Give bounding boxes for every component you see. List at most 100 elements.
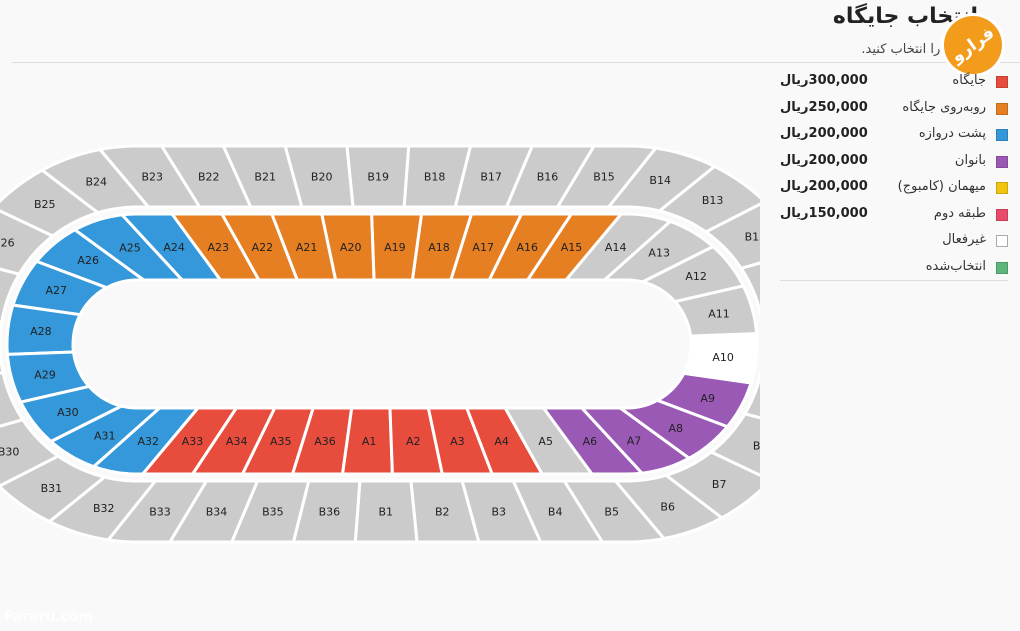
section-label: A22 — [252, 241, 274, 254]
section-b36[interactable] — [291, 479, 362, 544]
section-label: B3 — [492, 506, 507, 519]
section-label: A33 — [182, 435, 204, 448]
section-label: B12 — [745, 231, 760, 244]
section-label: B1 — [379, 506, 394, 519]
section-b28[interactable] — [0, 317, 5, 379]
legend-swatch — [996, 155, 1008, 168]
section-label: A34 — [226, 435, 248, 448]
section-label: B34 — [206, 506, 228, 519]
legend-row-inactive: غیرفعال — [780, 229, 1008, 256]
section-label: B35 — [262, 506, 284, 519]
section-label: A32 — [138, 435, 160, 448]
section-label: A30 — [57, 406, 79, 419]
section-label: A7 — [627, 435, 642, 448]
section-label: A19 — [384, 241, 406, 254]
section-label: B23 — [142, 171, 164, 184]
lower-tier-ring: A1 A2 A3 A4 A5 A6 A7 A8 A9 A10 A11 A12 A13 A14 A15 A16 A… — [5, 212, 759, 476]
section-label: B6 — [660, 501, 675, 514]
legend-row-opposite: روبه‌روی جایگاه 250,000ریال — [780, 97, 1008, 124]
section-label: A25 — [119, 241, 141, 254]
section-label: A24 — [163, 241, 185, 254]
section-label: B8 — [753, 440, 760, 453]
legend-swatch — [996, 76, 1008, 88]
section-label: B24 — [86, 176, 108, 189]
section-label: B4 — [548, 506, 563, 519]
legend-name: روبه‌روی جایگاه — [902, 99, 986, 115]
section-label: A18 — [428, 241, 450, 254]
section-label: A8 — [669, 422, 684, 435]
header-divider — [12, 62, 1020, 63]
section-label: B13 — [702, 194, 724, 207]
section-label: A2 — [406, 435, 421, 448]
legend-name: پشت دروازه — [918, 126, 986, 141]
legend-row-behind-goal: پشت دروازه 200,000ریال — [780, 123, 1008, 150]
section-label: A6 — [583, 435, 598, 448]
legend-name: غیرفعال — [942, 232, 986, 247]
stadium-seat-map: B1B2B3B4B5B6B7B8B9B10B11B12B13B14B15B16B… — [0, 144, 760, 544]
section-b9[interactable] — [742, 366, 760, 430]
section-a36[interactable] — [290, 406, 354, 476]
section-label: A5 — [538, 435, 553, 448]
section-label: B36 — [319, 506, 341, 519]
section-label: B22 — [198, 171, 220, 184]
section-label: A17 — [472, 241, 494, 254]
section-label: A21 — [296, 241, 318, 254]
legend-row-guest: میهمان (کامبوج) 200,000ریال — [780, 176, 1008, 203]
section-label: B14 — [649, 174, 671, 187]
legend-row-upper: طبقه دوم 150,000ریال — [780, 203, 1008, 230]
legend-row-selected: انتخاب‌شده — [780, 256, 1008, 283]
section-label: B20 — [311, 171, 333, 184]
section-label: A28 — [30, 325, 52, 338]
section-label: B31 — [41, 482, 63, 495]
legend-swatch — [996, 235, 1008, 247]
section-label: A13 — [648, 247, 670, 260]
section-label: B25 — [34, 198, 56, 211]
section-label: B17 — [480, 171, 502, 184]
legend-name: طبقه دوم — [933, 205, 986, 221]
legend-name: بانوان — [954, 152, 986, 168]
section-label: A10 — [712, 351, 734, 364]
section-label: B16 — [537, 171, 559, 184]
section-label: A36 — [314, 435, 336, 448]
legend-price: 150,000ریال — [780, 205, 868, 221]
section-label: A35 — [270, 435, 292, 448]
legend-swatch — [996, 129, 1008, 141]
section-label: A1 — [362, 435, 377, 448]
section-label: B19 — [367, 171, 389, 184]
section-label: A15 — [561, 241, 583, 254]
upper-tier-ring: B1B2B3B4B5B6B7B8B9B10B11B12B13B14B15B16B… — [0, 144, 760, 544]
section-label: A12 — [685, 270, 707, 283]
legend-price: 200,000ریال — [780, 179, 868, 194]
section-label: A14 — [605, 241, 627, 254]
section-label: A20 — [340, 241, 362, 254]
legend-price: 200,000ریال — [780, 152, 868, 168]
section-label: A4 — [494, 435, 509, 448]
section-label: A16 — [517, 241, 539, 254]
legend-divider — [780, 280, 1008, 281]
section-label: B33 — [149, 506, 171, 519]
price-legend: جایگاه 300,000ریال روبه‌روی جایگاه 250,0… — [780, 70, 1008, 282]
logo-text: فرارو — [947, 23, 999, 67]
section-label: B21 — [254, 171, 276, 184]
legend-swatch — [996, 208, 1008, 221]
legend-name: جایگاه — [952, 73, 986, 88]
section-label: A26 — [77, 254, 99, 267]
section-label: A11 — [708, 307, 730, 320]
section-label: B15 — [593, 171, 615, 184]
section-label: B30 — [0, 446, 19, 459]
legend-row-women: بانوان 200,000ریال — [780, 150, 1008, 177]
section-label: B2 — [435, 506, 450, 519]
legend-swatch — [996, 261, 1008, 274]
watermark: Fararu.com — [4, 609, 94, 625]
section-label: A9 — [700, 392, 715, 405]
section-label: A27 — [46, 284, 68, 297]
fararu-logo: فرارو — [944, 16, 1002, 74]
section-label: A29 — [34, 369, 56, 382]
section-label: A23 — [208, 241, 230, 254]
legend-price: 200,000ریال — [780, 126, 868, 141]
section-label: B5 — [604, 506, 619, 519]
section-label: A3 — [450, 435, 465, 448]
legend-name: میهمان (کامبوج) — [897, 179, 986, 194]
section-label: B18 — [424, 171, 446, 184]
legend-swatch — [996, 102, 1008, 115]
